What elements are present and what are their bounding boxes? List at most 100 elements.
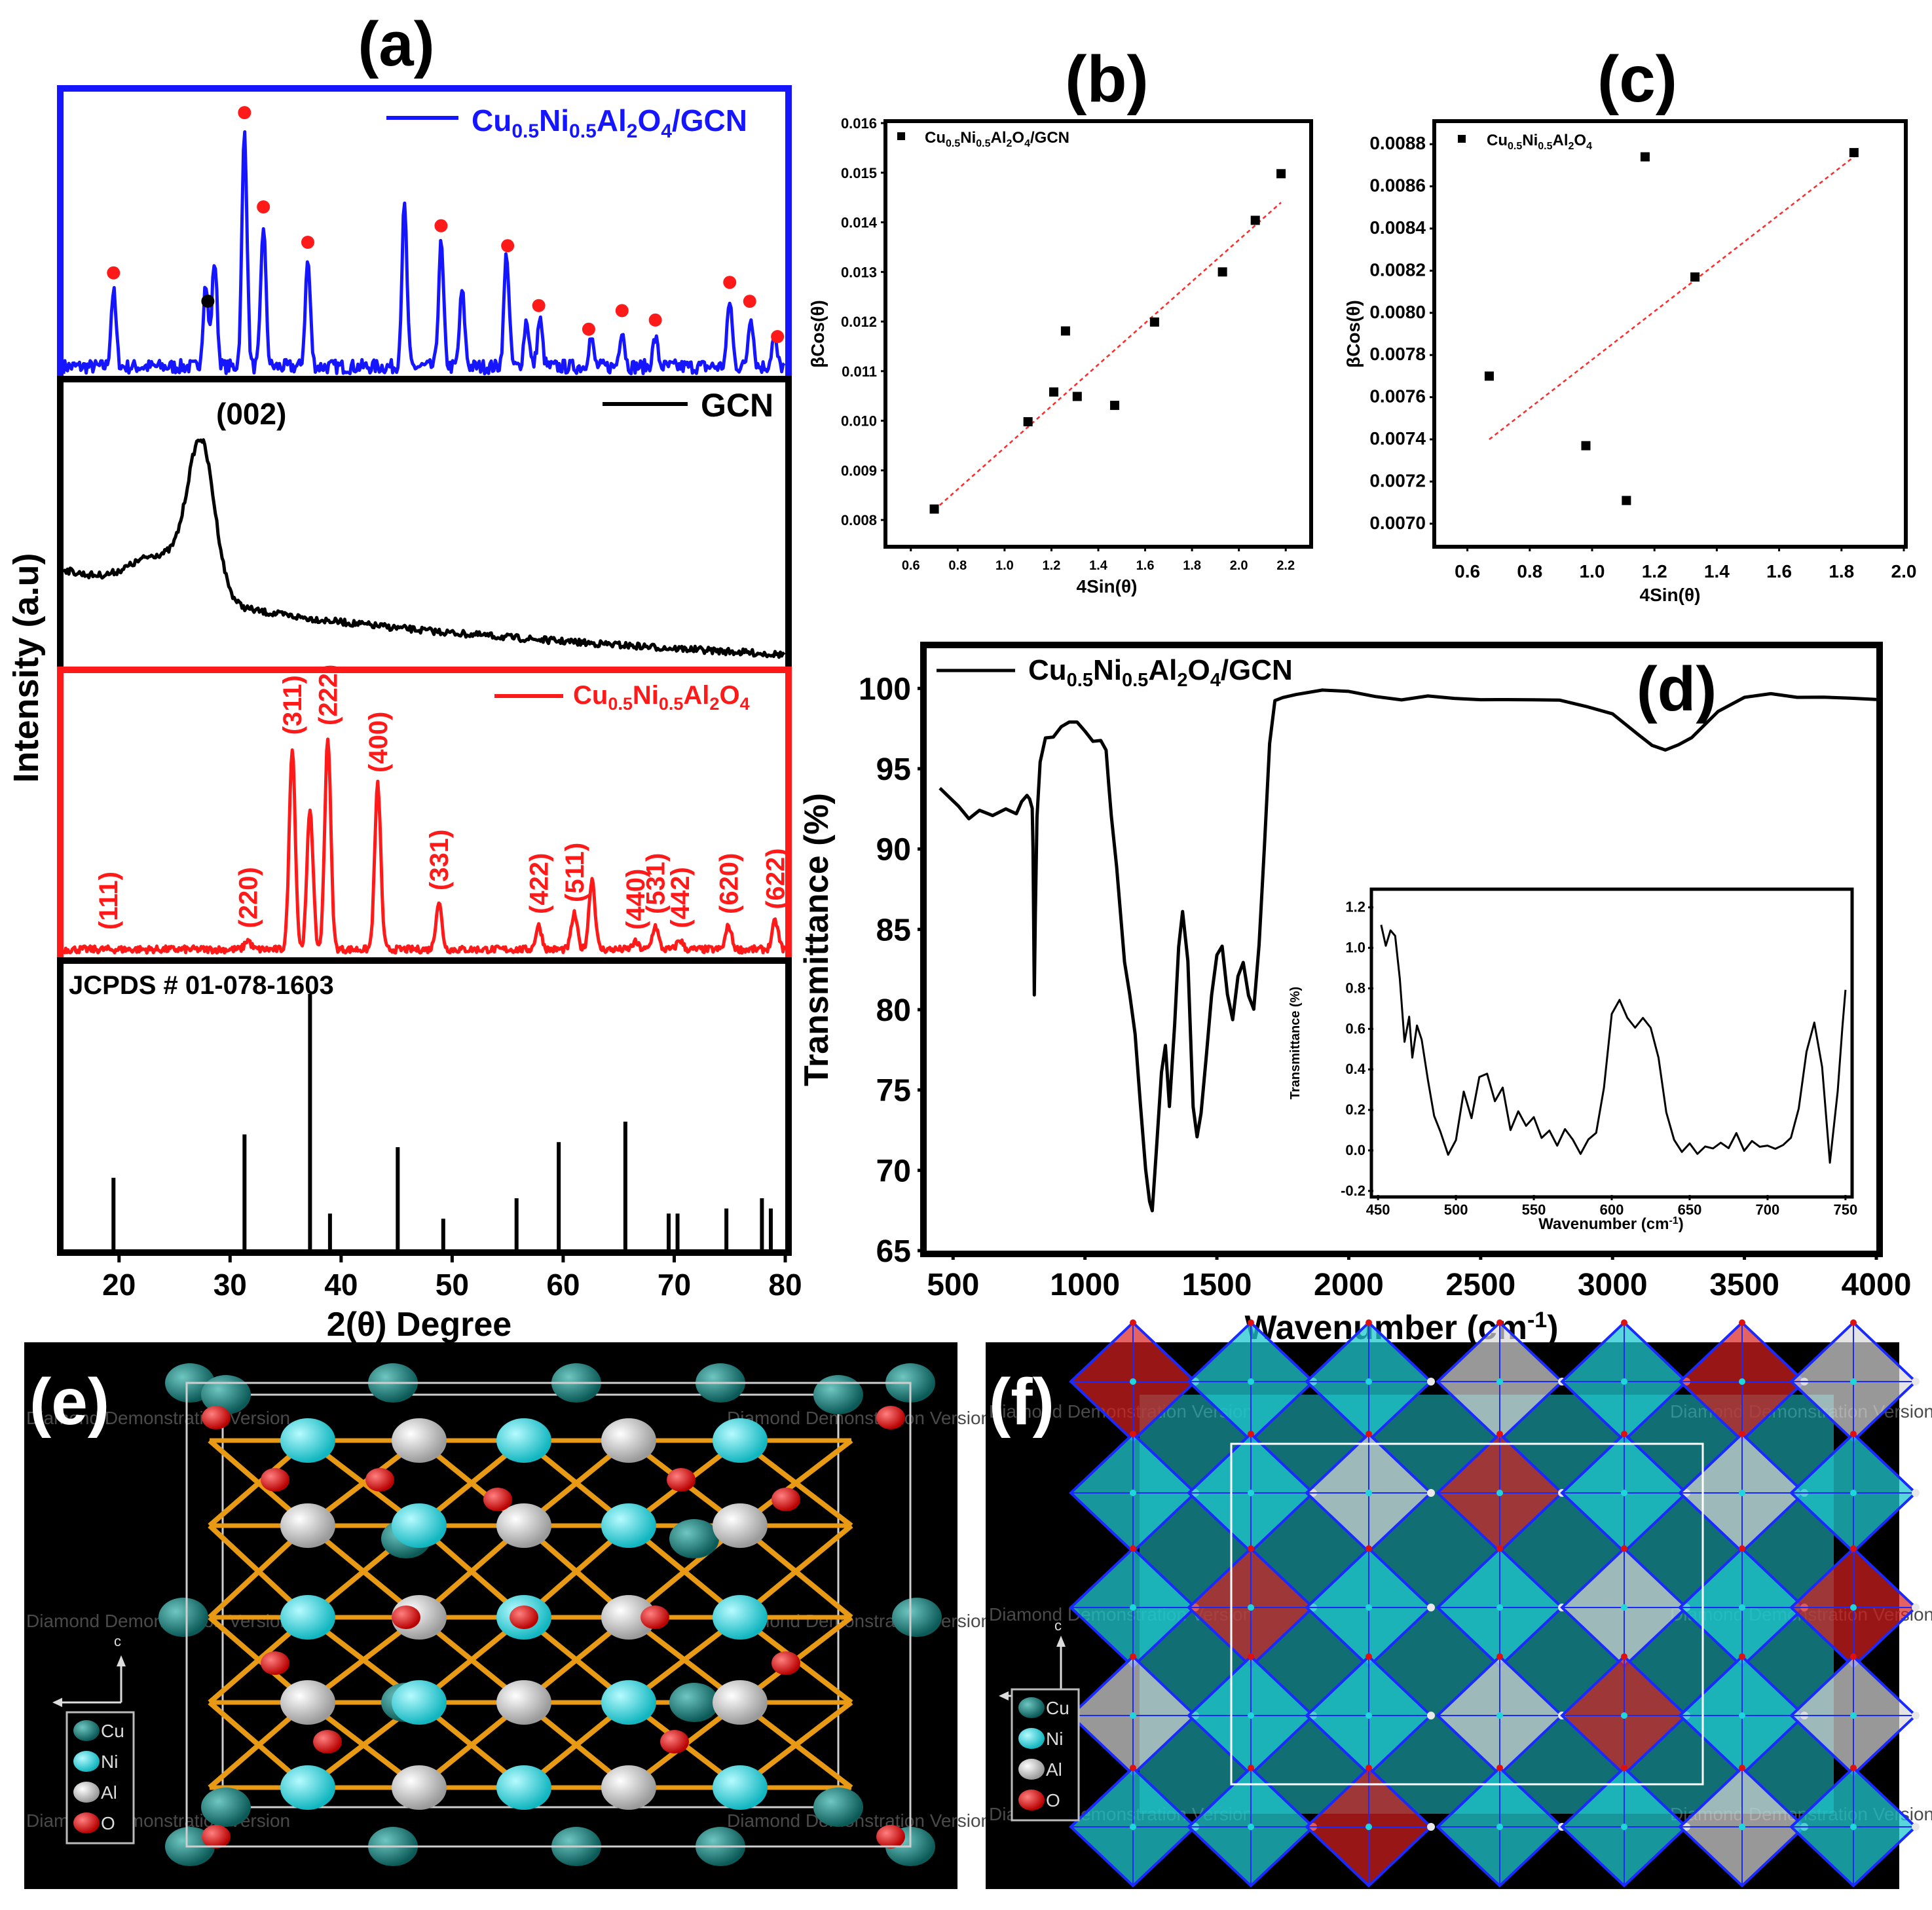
atom-ni [713,1418,768,1463]
data-point-1 [1023,417,1033,427]
vertex-ni [1621,1378,1627,1385]
vertex-ni [1850,1604,1857,1611]
vertex-o [1248,1545,1254,1552]
panel-c-ylabel: βCos(θ) [1343,300,1364,368]
xtick-label: 0.8 [1517,561,1542,581]
svg-text:c: c [114,1633,121,1649]
xtick-label: 1.4 [1089,559,1108,573]
xtick-label: 1.2 [1642,561,1667,581]
jcpds-label: JCPDS # 01-078-1603 [69,971,334,1000]
ytick-label: 0.0070 [1369,513,1426,533]
vertex-ni [1739,1712,1745,1719]
atom-ni [713,1595,768,1640]
ytick-label: 0.013 [841,264,877,280]
d-xtick-label: 1000 [1050,1268,1120,1302]
vertex-al [1912,1604,1920,1611]
data-point-8 [1250,215,1260,225]
panel-b-label: (b) [1065,43,1149,116]
a-tick-label-80: 80 [768,1268,802,1302]
xtick-label: 2.2 [1276,559,1295,573]
ytick-label: 0.0076 [1369,386,1426,407]
xrd-peak-dot-8 [615,304,629,318]
atom-o-5 [261,1651,289,1675]
xrd-peak-dot-11 [743,295,756,308]
d-xtick-label: 2000 [1314,1268,1384,1302]
vertex-ni [1248,1604,1254,1611]
xrd-peak-dot-4 [434,219,448,232]
panel-e-atoms [158,1363,942,1866]
inset-curve [1380,925,1847,1164]
atom-o-7 [510,1606,538,1629]
inset-ytick-label: -0.2 [1341,1183,1365,1199]
a-tick-label-30: 30 [214,1268,247,1302]
xrd-peak-dot-0 [107,266,121,280]
a-tick-label-70: 70 [658,1268,691,1302]
panel-c-fit-line [1489,156,1855,440]
vertex-o [1621,1765,1627,1771]
watermark: Diamond Demonstration Version [727,1611,991,1631]
data-point-2 [1622,496,1631,505]
inset-ytick-label: 1.0 [1345,940,1365,956]
xrd-peak-dot-1 [238,106,251,119]
xrd-spinel-curve [62,737,786,955]
atom-ni [601,1503,656,1548]
atom-ni [392,1503,447,1548]
data-point-3 [1060,326,1070,336]
atom-o-4 [771,1488,800,1511]
ytick-label: 0.009 [841,462,877,479]
panel-e-label: (e) [29,1365,109,1439]
vertex-ni [1365,1490,1372,1496]
xrd-peak-dot-6 [532,299,546,312]
miller-index-8: (531) [642,853,671,914]
inset-xtick-label: 600 [1600,1202,1624,1218]
inset-ytick-label: 0.8 [1345,980,1365,996]
legend-label-Ni: Ni [101,1752,118,1772]
ytick-label: 0.015 [841,165,877,181]
panel-b-legend-marker [897,132,905,140]
d-xtick-label: 2500 [1445,1268,1515,1302]
atom-ni [601,1680,656,1725]
miller-index-10: (620) [715,853,744,914]
vertex-al [1912,1489,1920,1497]
data-point-0 [1484,371,1494,381]
ftir-curve [938,688,1877,1213]
vertex-o [1130,1431,1136,1437]
xtick-label: 1.8 [1183,559,1201,573]
ytick-label: 0.010 [841,413,877,430]
xtick-label: 1.0 [995,559,1014,573]
vertex-o [1739,1653,1745,1660]
vertex-o [1365,1431,1372,1437]
a-tick-label-20: 20 [102,1268,136,1302]
vertex-o [1850,1653,1857,1660]
vertex-o [1248,1653,1254,1660]
atom-al [392,1418,447,1463]
inset-ytick-label: 0.6 [1345,1020,1365,1037]
atom-o-3 [667,1468,696,1492]
d-ytick-label: 65 [876,1234,911,1269]
atom-o-13 [876,1406,905,1429]
xtick-label: 2.0 [1230,559,1248,573]
ytick-label: 0.0078 [1369,344,1426,364]
data-point-9 [1276,169,1286,179]
xrd-peak-dot-3 [301,236,314,249]
panel-e-axis-indicator: c [52,1633,126,1707]
vertex-o [1130,1319,1136,1326]
vertex-o [1739,1431,1745,1437]
panel-a-ylabel: Intensity (a.u) [7,553,46,782]
xrd-peak-dot-12 [771,330,785,344]
a-tick-label-50: 50 [436,1268,469,1302]
inset-xtick-label: 650 [1678,1202,1702,1218]
legend-label-O: O [1046,1790,1060,1810]
panel-b-ylabel: βCos(θ) [808,300,828,368]
ytick-label: 0.0080 [1369,302,1426,322]
xrd-peak-dot-5 [501,239,515,253]
atom-al [713,1680,768,1725]
panel-a-label: (a) [358,9,434,79]
legend-atom-Ni [1018,1728,1045,1749]
xtick-label: 0.8 [948,559,967,573]
xtick-label: 1.4 [1704,561,1730,581]
vertex-o [1850,1431,1857,1437]
ytick-label: 0.0088 [1369,133,1426,153]
miller-index-6: (511) [561,843,589,902]
xrd-gcn-composite-curve [62,130,786,376]
